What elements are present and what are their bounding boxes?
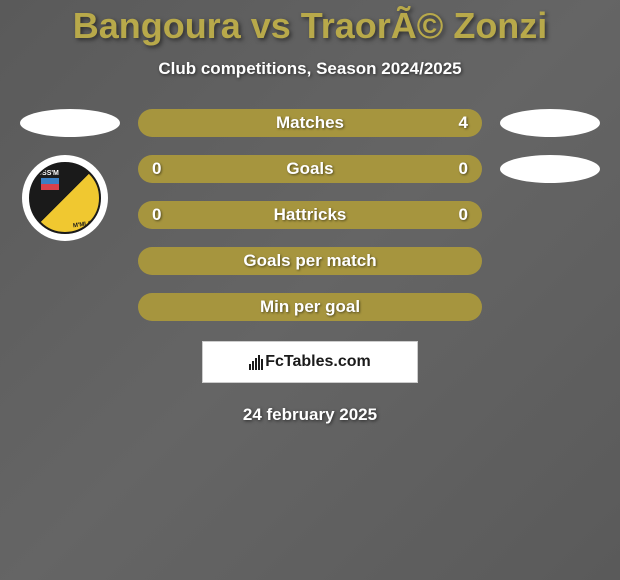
club-logo-inner: USS'M M'MLO xyxy=(29,162,101,234)
stat-right-value: 0 xyxy=(459,159,468,179)
branding-text: FcTables.com xyxy=(265,353,371,371)
club-logo-left: USS'M M'MLO xyxy=(22,155,108,241)
left-column: USS'M M'MLO xyxy=(20,109,120,241)
stat-row-goals-per-match: Goals per match xyxy=(138,247,482,275)
page-title: Bangoura vs TraorÃ© Zonzi xyxy=(0,5,620,47)
player-placeholder-left xyxy=(20,109,120,137)
club-placeholder-right xyxy=(500,155,600,183)
chart-icon xyxy=(249,354,263,370)
stat-right-value: 4 xyxy=(459,113,468,133)
branding-link[interactable]: FcTables.com xyxy=(202,341,418,383)
player-placeholder-right xyxy=(500,109,600,137)
subtitle: Club competitions, Season 2024/2025 xyxy=(0,59,620,79)
logo-text-top: USS'M xyxy=(37,170,59,177)
stat-label: Goals per match xyxy=(152,251,468,271)
main-area: USS'M M'MLO Matches 4 0 Goals 0 0 Hattri… xyxy=(0,109,620,321)
comparison-widget: Bangoura vs TraorÃ© Zonzi Club competiti… xyxy=(0,0,620,425)
logo-flag-icon xyxy=(41,178,59,190)
stat-label: Hattricks xyxy=(152,205,468,225)
logo-text-bottom: M'MLO xyxy=(73,221,93,230)
stat-right-value: 0 xyxy=(459,205,468,225)
stat-row-hattricks: 0 Hattricks 0 xyxy=(138,201,482,229)
stat-label: Matches xyxy=(152,113,468,133)
stats-column: Matches 4 0 Goals 0 0 Hattricks 0 Goals … xyxy=(138,109,482,321)
stat-label: Goals xyxy=(152,159,468,179)
stat-row-matches: Matches 4 xyxy=(138,109,482,137)
stat-row-min-per-goal: Min per goal xyxy=(138,293,482,321)
stat-left-value: 0 xyxy=(152,159,161,179)
date-text: 24 february 2025 xyxy=(0,405,620,425)
stat-row-goals: 0 Goals 0 xyxy=(138,155,482,183)
stat-left-value: 0 xyxy=(152,205,161,225)
right-column xyxy=(500,109,600,183)
stat-label: Min per goal xyxy=(152,297,468,317)
